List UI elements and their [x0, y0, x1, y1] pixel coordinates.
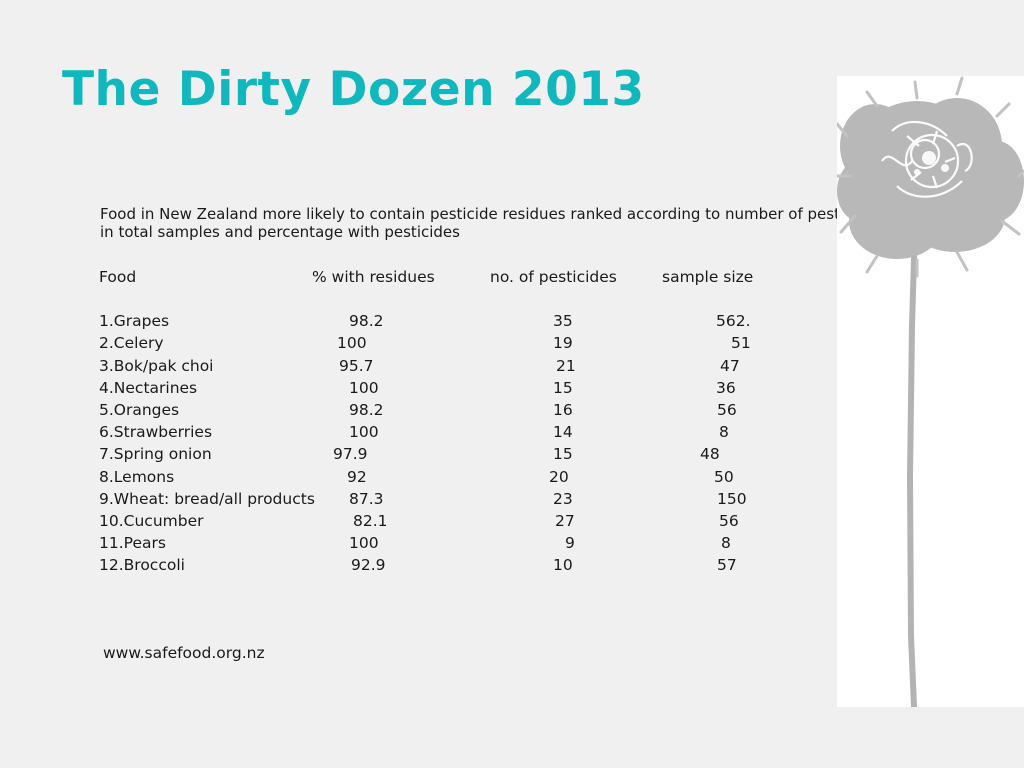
- residues-cell: 98.2: [349, 400, 384, 419]
- food-cell: 4.Nectarines: [99, 378, 198, 397]
- food-cell: 2.Celery: [99, 334, 164, 353]
- header-residues: % with residues: [312, 268, 435, 286]
- dandelion-image-panel: [837, 76, 1024, 707]
- header-food: Food: [99, 268, 137, 286]
- residues-cell: 100: [349, 423, 379, 442]
- pesticides-cell: 9: [565, 534, 575, 553]
- residues-cell: 97.9: [333, 445, 368, 464]
- pesticides-cell: 15: [553, 445, 573, 464]
- pesticides-cell: 20: [549, 467, 569, 486]
- residues-cell: 92.9: [351, 556, 386, 575]
- food-cell: 10.Cucumber: [99, 511, 204, 530]
- pesticides-cell: 23: [553, 489, 573, 508]
- residues-cell: 87.3: [349, 489, 384, 508]
- sample-size-cell: 562.: [716, 312, 751, 331]
- sample-size-cell: 8: [719, 423, 729, 442]
- food-cell: 9.Wheat: bread/all products: [99, 489, 315, 508]
- residues-cell: 95.7: [339, 356, 374, 375]
- dandelion-seedhead-icon: [837, 76, 1024, 707]
- sample-size-cell: 56: [719, 511, 739, 530]
- pesticides-cell: 19: [553, 334, 573, 353]
- sample-size-cell: 56: [717, 400, 737, 419]
- food-cell: 7.Spring onion: [99, 445, 212, 464]
- sample-size-cell: 47: [720, 356, 740, 375]
- food-cell: 11.Pears: [99, 534, 166, 553]
- sample-size-cell: 36: [716, 378, 736, 397]
- residues-cell: 100: [349, 534, 379, 553]
- residues-cell: 82.1: [353, 511, 388, 530]
- source-url: www.safefood.org.nz: [103, 644, 265, 662]
- pesticides-cell: 15: [553, 378, 573, 397]
- sample-size-cell: 51: [731, 334, 751, 353]
- food-cell: 3.Bok/pak choi: [99, 356, 214, 375]
- slide-title: The Dirty Dozen 2013: [62, 62, 645, 117]
- food-cell: 12.Broccoli: [99, 556, 185, 575]
- sample-size-cell: 150: [717, 489, 747, 508]
- pesticides-cell: 21: [556, 356, 576, 375]
- pesticides-cell: 10: [553, 556, 573, 575]
- header-pesticides: no. of pesticides: [490, 268, 617, 286]
- food-cell: 6.Strawberries: [99, 423, 213, 442]
- residues-cell: 98.2: [349, 312, 384, 331]
- pesticides-cell: 35: [553, 312, 573, 331]
- residues-cell: 100: [337, 334, 367, 353]
- slide-subtitle: Food in New Zealand more likely to conta…: [100, 205, 955, 241]
- pesticides-cell: 14: [553, 423, 573, 442]
- food-cell: 5.Oranges: [99, 400, 180, 419]
- food-cell: 8.Lemons: [99, 467, 175, 486]
- header-sample-size: sample size: [662, 268, 754, 286]
- residues-cell: 92: [347, 467, 367, 486]
- sample-size-cell: 50: [714, 467, 734, 486]
- sample-size-cell: 48: [700, 445, 720, 464]
- pesticides-cell: 16: [553, 400, 573, 419]
- residues-cell: 100: [349, 378, 379, 397]
- food-cell: 1.Grapes: [99, 312, 170, 331]
- sample-size-cell: 57: [717, 556, 737, 575]
- pesticides-cell: 27: [555, 511, 575, 530]
- sample-size-cell: 8: [721, 534, 731, 553]
